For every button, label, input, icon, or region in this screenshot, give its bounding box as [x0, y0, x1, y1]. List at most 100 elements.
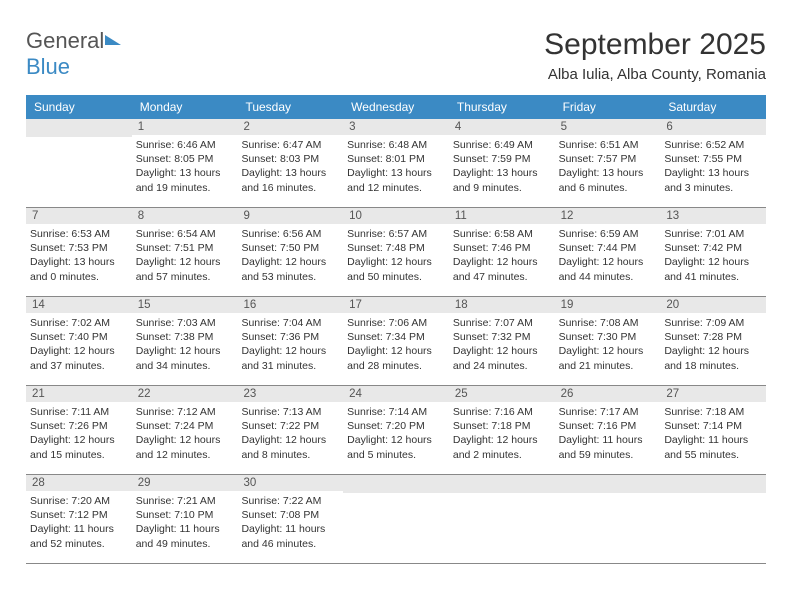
sunset-text: Sunset: 7:55 PM	[664, 152, 762, 166]
weekday-cell: Monday	[132, 95, 238, 119]
day-cell: 15Sunrise: 7:03 AMSunset: 7:38 PMDayligh…	[132, 297, 238, 385]
day-number: 24	[343, 386, 449, 402]
sunset-text: Sunset: 8:03 PM	[241, 152, 339, 166]
day-content: Sunrise: 6:53 AMSunset: 7:53 PMDaylight:…	[26, 224, 132, 288]
day-content: Sunrise: 7:04 AMSunset: 7:36 PMDaylight:…	[237, 313, 343, 377]
weekday-cell: Saturday	[660, 95, 766, 119]
day-cell: 12Sunrise: 6:59 AMSunset: 7:44 PMDayligh…	[555, 208, 661, 296]
sunset-text: Sunset: 7:08 PM	[241, 508, 339, 522]
day-cell: 5Sunrise: 6:51 AMSunset: 7:57 PMDaylight…	[555, 119, 661, 207]
day-content: Sunrise: 7:06 AMSunset: 7:34 PMDaylight:…	[343, 313, 449, 377]
daylight-text: Daylight: 13 hours and 9 minutes.	[453, 166, 551, 194]
day-content: Sunrise: 7:03 AMSunset: 7:38 PMDaylight:…	[132, 313, 238, 377]
day-number: 9	[237, 208, 343, 224]
sunrise-text: Sunrise: 7:17 AM	[559, 405, 657, 419]
sunrise-text: Sunrise: 7:07 AM	[453, 316, 551, 330]
header-row: General Blue September 2025 Alba Iulia, …	[26, 28, 766, 83]
daylight-text: Daylight: 12 hours and 2 minutes.	[453, 433, 551, 461]
day-cell: 29Sunrise: 7:21 AMSunset: 7:10 PMDayligh…	[132, 475, 238, 563]
sunset-text: Sunset: 7:26 PM	[30, 419, 128, 433]
sunset-text: Sunset: 7:42 PM	[664, 241, 762, 255]
day-content: Sunrise: 7:14 AMSunset: 7:20 PMDaylight:…	[343, 402, 449, 466]
sunrise-text: Sunrise: 6:56 AM	[241, 227, 339, 241]
daylight-text: Daylight: 11 hours and 59 minutes.	[559, 433, 657, 461]
daylight-text: Daylight: 12 hours and 44 minutes.	[559, 255, 657, 283]
sunrise-text: Sunrise: 6:59 AM	[559, 227, 657, 241]
daylight-text: Daylight: 12 hours and 47 minutes.	[453, 255, 551, 283]
day-cell: 7Sunrise: 6:53 AMSunset: 7:53 PMDaylight…	[26, 208, 132, 296]
weekday-cell: Thursday	[449, 95, 555, 119]
day-cell	[449, 475, 555, 563]
daylight-text: Daylight: 11 hours and 46 minutes.	[241, 522, 339, 550]
sunset-text: Sunset: 7:44 PM	[559, 241, 657, 255]
day-number: 15	[132, 297, 238, 313]
day-cell	[660, 475, 766, 563]
daylight-text: Daylight: 13 hours and 6 minutes.	[559, 166, 657, 194]
day-content: Sunrise: 7:21 AMSunset: 7:10 PMDaylight:…	[132, 491, 238, 555]
day-content: Sunrise: 7:11 AMSunset: 7:26 PMDaylight:…	[26, 402, 132, 466]
day-number: 19	[555, 297, 661, 313]
sunrise-text: Sunrise: 7:12 AM	[136, 405, 234, 419]
sunset-text: Sunset: 7:59 PM	[453, 152, 551, 166]
daylight-text: Daylight: 12 hours and 37 minutes.	[30, 344, 128, 372]
sunrise-text: Sunrise: 7:16 AM	[453, 405, 551, 419]
day-cell: 28Sunrise: 7:20 AMSunset: 7:12 PMDayligh…	[26, 475, 132, 563]
sunset-text: Sunset: 7:46 PM	[453, 241, 551, 255]
daylight-text: Daylight: 12 hours and 41 minutes.	[664, 255, 762, 283]
day-number: 28	[26, 475, 132, 491]
day-content: Sunrise: 7:01 AMSunset: 7:42 PMDaylight:…	[660, 224, 766, 288]
day-number: 22	[132, 386, 238, 402]
day-number: 7	[26, 208, 132, 224]
sunrise-text: Sunrise: 7:04 AM	[241, 316, 339, 330]
day-cell: 14Sunrise: 7:02 AMSunset: 7:40 PMDayligh…	[26, 297, 132, 385]
daylight-text: Daylight: 11 hours and 49 minutes.	[136, 522, 234, 550]
sunrise-text: Sunrise: 7:02 AM	[30, 316, 128, 330]
day-content: Sunrise: 7:17 AMSunset: 7:16 PMDaylight:…	[555, 402, 661, 466]
sunrise-text: Sunrise: 7:11 AM	[30, 405, 128, 419]
logo-triangle-icon	[105, 35, 121, 45]
day-number: 25	[449, 386, 555, 402]
sunset-text: Sunset: 8:05 PM	[136, 152, 234, 166]
day-number: 20	[660, 297, 766, 313]
day-cell: 19Sunrise: 7:08 AMSunset: 7:30 PMDayligh…	[555, 297, 661, 385]
day-content: Sunrise: 6:57 AMSunset: 7:48 PMDaylight:…	[343, 224, 449, 288]
day-cell: 25Sunrise: 7:16 AMSunset: 7:18 PMDayligh…	[449, 386, 555, 474]
daylight-text: Daylight: 12 hours and 8 minutes.	[241, 433, 339, 461]
day-cell: 23Sunrise: 7:13 AMSunset: 7:22 PMDayligh…	[237, 386, 343, 474]
sunrise-text: Sunrise: 6:54 AM	[136, 227, 234, 241]
daylight-text: Daylight: 12 hours and 50 minutes.	[347, 255, 445, 283]
weekday-cell: Tuesday	[237, 95, 343, 119]
day-cell: 21Sunrise: 7:11 AMSunset: 7:26 PMDayligh…	[26, 386, 132, 474]
sunset-text: Sunset: 7:32 PM	[453, 330, 551, 344]
daylight-text: Daylight: 12 hours and 24 minutes.	[453, 344, 551, 372]
day-number: 17	[343, 297, 449, 313]
day-content: Sunrise: 6:51 AMSunset: 7:57 PMDaylight:…	[555, 135, 661, 199]
sunset-text: Sunset: 7:24 PM	[136, 419, 234, 433]
day-number: 10	[343, 208, 449, 224]
month-title: September 2025	[544, 28, 766, 62]
day-cell: 24Sunrise: 7:14 AMSunset: 7:20 PMDayligh…	[343, 386, 449, 474]
daylight-text: Daylight: 11 hours and 52 minutes.	[30, 522, 128, 550]
title-block: September 2025 Alba Iulia, Alba County, …	[544, 28, 766, 83]
sunrise-text: Sunrise: 6:52 AM	[664, 138, 762, 152]
sunset-text: Sunset: 7:22 PM	[241, 419, 339, 433]
sunset-text: Sunset: 7:10 PM	[136, 508, 234, 522]
daylight-text: Daylight: 13 hours and 16 minutes.	[241, 166, 339, 194]
logo-blue-text: Blue	[26, 54, 70, 79]
week-row: 7Sunrise: 6:53 AMSunset: 7:53 PMDaylight…	[26, 208, 766, 297]
day-content: Sunrise: 7:16 AMSunset: 7:18 PMDaylight:…	[449, 402, 555, 466]
calendar: SundayMondayTuesdayWednesdayThursdayFrid…	[26, 95, 766, 564]
day-content: Sunrise: 6:47 AMSunset: 8:03 PMDaylight:…	[237, 135, 343, 199]
sunset-text: Sunset: 7:48 PM	[347, 241, 445, 255]
daylight-text: Daylight: 12 hours and 28 minutes.	[347, 344, 445, 372]
daylight-text: Daylight: 13 hours and 19 minutes.	[136, 166, 234, 194]
sunset-text: Sunset: 7:51 PM	[136, 241, 234, 255]
day-number	[343, 475, 449, 493]
day-content: Sunrise: 6:49 AMSunset: 7:59 PMDaylight:…	[449, 135, 555, 199]
day-cell: 6Sunrise: 6:52 AMSunset: 7:55 PMDaylight…	[660, 119, 766, 207]
day-cell: 16Sunrise: 7:04 AMSunset: 7:36 PMDayligh…	[237, 297, 343, 385]
sunrise-text: Sunrise: 7:08 AM	[559, 316, 657, 330]
sunrise-text: Sunrise: 6:51 AM	[559, 138, 657, 152]
week-row: 28Sunrise: 7:20 AMSunset: 7:12 PMDayligh…	[26, 475, 766, 564]
day-content: Sunrise: 6:54 AMSunset: 7:51 PMDaylight:…	[132, 224, 238, 288]
